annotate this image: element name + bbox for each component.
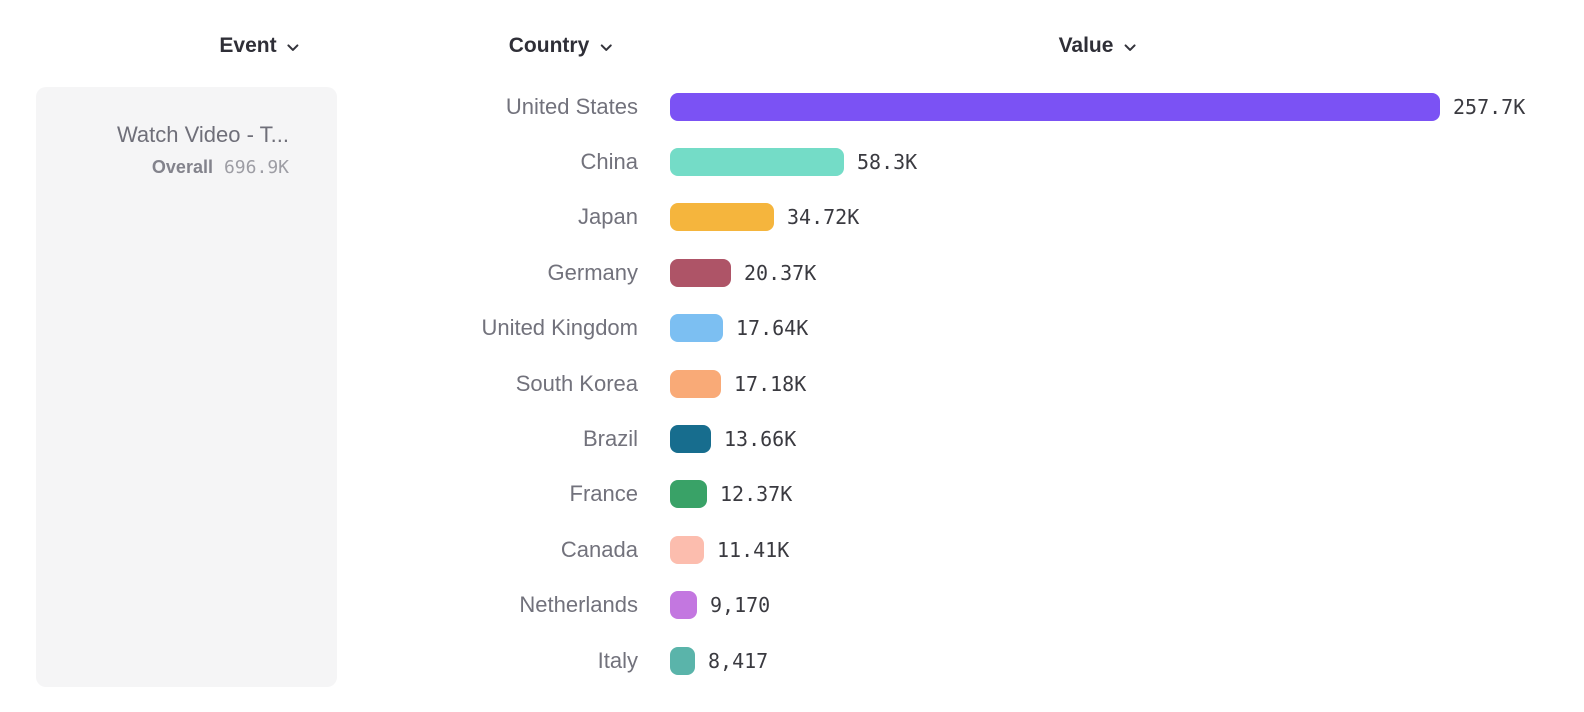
- value-bar[interactable]: [670, 92, 1440, 121]
- country-label: China: [580, 149, 638, 175]
- chart-row: Brazil 13.66K: [0, 411, 1584, 466]
- overall-label: Overall: [151, 157, 213, 177]
- bar-value-label: 34.72K: [787, 205, 860, 230]
- country-label: United States: [505, 93, 638, 119]
- chevron-down-icon: [600, 43, 612, 51]
- chart-row: United States 257.7K: [0, 79, 1584, 134]
- value-bar[interactable]: [670, 369, 721, 398]
- bar-value-label: 17.64K: [736, 316, 809, 341]
- country-label: France: [569, 481, 638, 507]
- bar-value-label: 8,417: [708, 648, 769, 673]
- chart-row: Japan 34.72K: [0, 190, 1584, 245]
- bar-value-label: 58.3K: [857, 150, 918, 175]
- bar-value-label: 9,170: [710, 593, 771, 618]
- bar-value-label: 12.37K: [720, 482, 793, 507]
- chart-row: Netherlands 9,170: [0, 578, 1584, 633]
- chart-row: Canada 11.41K: [0, 522, 1584, 577]
- overall-value: 696.9K: [223, 157, 289, 178]
- value-bar[interactable]: [670, 203, 774, 232]
- chart-row: France 12.37K: [0, 467, 1584, 522]
- value-bar[interactable]: [670, 646, 695, 675]
- value-bar[interactable]: [670, 314, 723, 343]
- event-name: Watch Video - T...: [116, 122, 289, 147]
- value-column-label: Value: [1058, 34, 1114, 57]
- value-bar[interactable]: [670, 258, 731, 287]
- country-label: South Korea: [515, 370, 638, 396]
- bar-value-label: 13.66K: [724, 427, 797, 452]
- chevron-down-icon: [1124, 43, 1136, 51]
- country-column-header[interactable]: Country: [509, 34, 614, 58]
- value-bar[interactable]: [670, 425, 711, 454]
- value-column-header[interactable]: Value: [1059, 34, 1138, 58]
- bar-chart: United States 257.7K China 58.3K Japan 34.72K…: [0, 79, 1584, 688]
- chart-row: Germany 20.37K: [0, 245, 1584, 300]
- chevron-down-icon: [287, 43, 299, 51]
- event-column-header[interactable]: Event: [219, 34, 300, 58]
- bar-value-label: 17.18K: [734, 371, 807, 396]
- value-bar[interactable]: [670, 591, 697, 620]
- bar-value-label: 20.37K: [744, 260, 817, 285]
- country-label: Italy: [597, 647, 638, 673]
- value-bar[interactable]: [670, 148, 844, 177]
- value-bar[interactable]: [670, 535, 704, 564]
- event-column-label: Event: [219, 34, 277, 57]
- country-label: Japan: [578, 204, 638, 230]
- event-overall-row: Overall 696.9K: [52, 157, 289, 178]
- bar-value-label: 11.41K: [717, 537, 790, 562]
- country-label: Canada: [560, 536, 638, 562]
- chart-row: United Kingdom 17.64K: [0, 301, 1584, 356]
- chart-row: Italy 8,417: [0, 633, 1584, 688]
- country-column-label: Country: [508, 34, 590, 57]
- bar-value-label: 257.7K: [1453, 94, 1526, 119]
- chart-row: South Korea 17.18K: [0, 356, 1584, 411]
- country-label: United Kingdom: [481, 315, 638, 341]
- country-label: Germany: [547, 259, 638, 285]
- chart-row: China 58.3K: [0, 134, 1584, 189]
- event-card[interactable]: Watch Video - T... Overall 696.9K: [36, 87, 337, 687]
- country-label: Brazil: [582, 426, 638, 452]
- country-label: Netherlands: [519, 592, 638, 618]
- value-bar[interactable]: [670, 480, 707, 509]
